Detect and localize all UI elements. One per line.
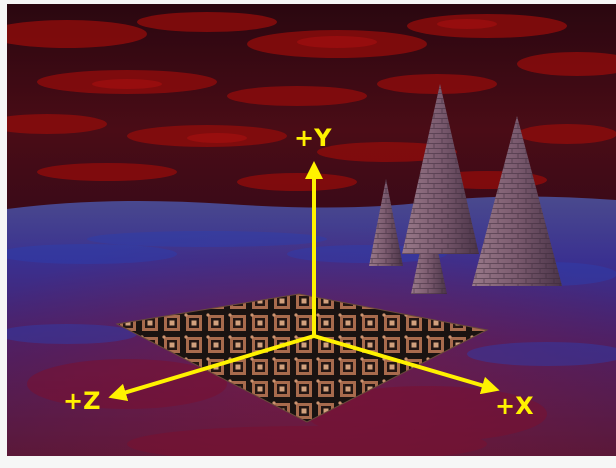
tiled-floor	[115, 293, 489, 423]
3d-viewport: +Y +X +Z	[7, 4, 616, 456]
pyramid-small-left	[369, 179, 403, 266]
x-axis-label: +X	[495, 392, 534, 420]
z-axis-label: +Z	[63, 387, 101, 415]
scene-canvas: +Y +X +Z	[7, 4, 616, 456]
pyramid-right	[472, 116, 562, 286]
sky	[7, 4, 616, 214]
axes: +Y +X +Z	[63, 124, 534, 420]
x-axis-arrow	[313, 334, 500, 395]
z-axis-arrow	[108, 334, 315, 402]
red-clouds	[7, 12, 616, 191]
pyramid-tall	[402, 84, 479, 254]
pyramids	[369, 84, 562, 294]
y-axis-label: +Y	[294, 124, 332, 152]
